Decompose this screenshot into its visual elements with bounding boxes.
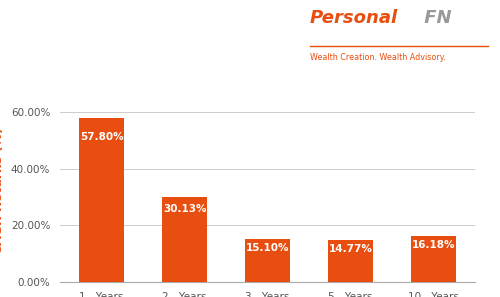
Text: Wealth Creation. Wealth Advisory.: Wealth Creation. Wealth Advisory.	[310, 53, 446, 62]
Text: FN: FN	[418, 9, 451, 27]
Text: 16.18%: 16.18%	[412, 240, 455, 250]
Text: 57.80%: 57.80%	[80, 132, 124, 141]
Text: 15.10%: 15.10%	[246, 243, 289, 253]
Text: Personal: Personal	[310, 9, 398, 27]
Bar	[79, 119, 124, 282]
Bar	[410, 236, 456, 282]
Y-axis label: CAGR Returns (%): CAGR Returns (%)	[0, 127, 6, 254]
Bar	[244, 239, 290, 282]
Text: 14.77%: 14.77%	[328, 244, 372, 254]
Text: 30.13%: 30.13%	[163, 204, 206, 214]
Bar	[328, 240, 373, 282]
Bar	[162, 197, 208, 282]
